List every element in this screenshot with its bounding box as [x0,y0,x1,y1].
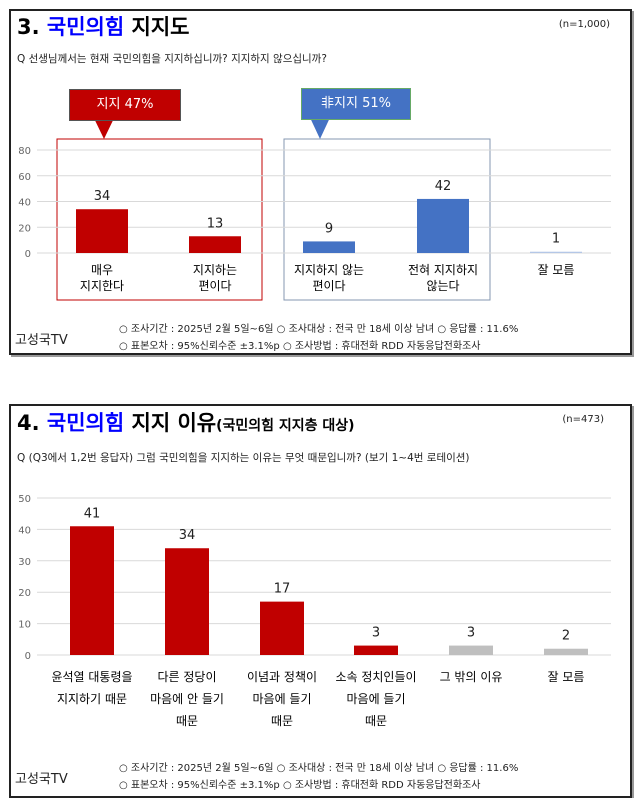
callout-support: 지지 47% [69,89,181,121]
y-tick-label: 40 [18,198,31,209]
data-label: 34 [94,189,111,204]
y-tick-label: 40 [18,525,31,536]
data-label: 42 [435,179,452,194]
category-label: 때문 [176,714,198,728]
bar [76,209,128,253]
category-label: 마음에 들기 [252,692,311,706]
question: Q (Q3에서 1,2번 응답자) 그럼 국민의힘을 지지하는 이유는 무엇 때… [17,452,470,464]
group-outline [56,138,263,301]
y-tick-label: 20 [18,223,31,234]
category-label: 잘 모름 [548,670,585,684]
y-tick-label: 0 [25,651,31,662]
data-label: 3 [467,626,475,641]
category-label: 때문 [365,714,387,728]
callout-nonsupport: 非지지 51% [301,88,411,120]
bar [165,548,209,655]
group-outline [283,138,491,301]
category-label: 편이다 [312,279,345,293]
panel-title: 3. 국민의힘 지지도 [17,15,190,39]
y-tick-label: 60 [18,172,31,183]
support-panel: 3. 국민의힘 지지도 (n=1,000) Q 선생님께서는 현재 국민의힘을 … [9,9,632,355]
bar [449,645,493,655]
category-label: 지지하기 때문 [57,692,127,706]
data-label: 34 [179,528,196,543]
y-tick-label: 20 [18,588,31,599]
y-tick-label: 0 [25,249,31,260]
data-label: 17 [274,582,291,597]
data-label: 2 [562,629,570,644]
category-label: 잘 모름 [538,263,575,277]
category-label: 때문 [271,714,293,728]
brand-label: 고성국TV [15,333,68,348]
bar [530,251,582,253]
y-tick-label: 80 [18,146,31,157]
panel-title: 4. 국민의힘 지지 이유(국민의힘 지지층 대상) [17,411,355,435]
category-label: 지지한다 [80,279,124,293]
category-label: 소속 정치인들이 [335,670,416,684]
reason-panel: 4. 국민의힘 지지 이유(국민의힘 지지층 대상) (n=473) Q (Q3… [9,404,632,798]
survey-info: ○ 조사기간 : 2025년 2월 5일~6일 ○ 조사대상 : 전국 만 18… [119,324,519,352]
category-label: 않는다 [426,279,459,293]
y-tick-label: 30 [18,557,31,568]
category-label: 그 밖의 이유 [440,670,503,684]
data-label: 1 [552,232,560,247]
data-label: 3 [372,626,380,641]
category-label: 매우 [91,263,113,277]
category-label: 지지하지 않는 [294,263,364,277]
sample-size: (n=1,000) [558,19,610,30]
data-label: 13 [207,216,224,231]
category-label: 이념과 정책이 [247,669,317,684]
sample-size: (n=473) [562,414,604,425]
bar [70,526,114,655]
category-label: 마음에 들기 [346,692,405,706]
data-label: 41 [84,506,101,521]
category-label: 편이다 [198,279,231,293]
category-label: 윤석열 대통령을 [51,670,132,684]
survey-info: ○ 조사기간 : 2025년 2월 5일~6일 ○ 조사대상 : 전국 만 18… [119,763,519,791]
category-label: 전혀 지지하지 [408,263,478,277]
bar [417,198,469,253]
bar [260,601,304,655]
bar [189,236,241,253]
bar [544,648,588,655]
y-tick-label: 50 [18,494,31,505]
bar [303,241,355,253]
category-label: 마음에 안 들기 [150,692,224,706]
brand-label: 고성국TV [15,772,68,787]
question: Q 선생님께서는 현재 국민의힘을 지지하십니까? 지지하지 않으십니까? [17,53,327,65]
bar [354,645,398,655]
y-tick-label: 10 [18,620,31,631]
category-label: 지지하는 [193,263,237,277]
category-label: 다른 정당이 [157,670,216,684]
data-label: 9 [325,221,333,236]
